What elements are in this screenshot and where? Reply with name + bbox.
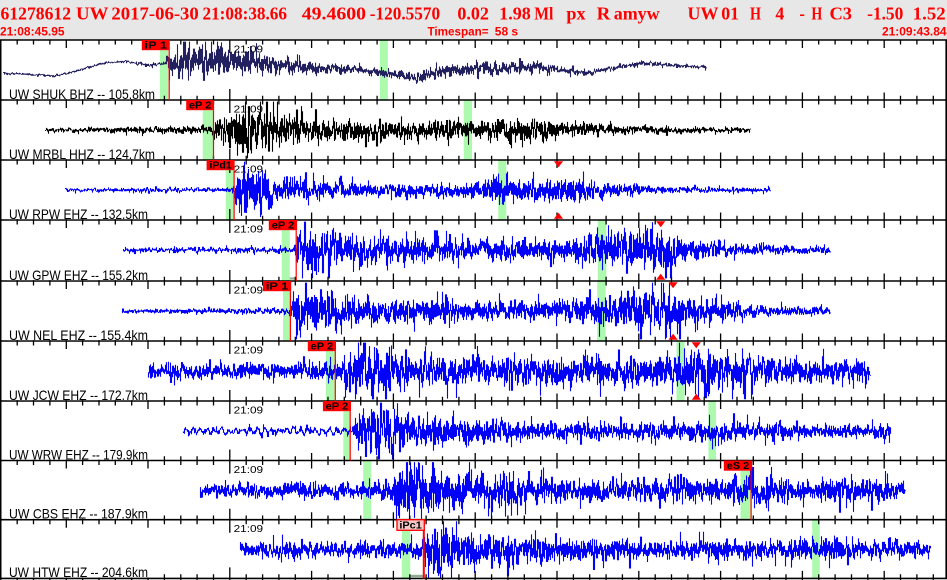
svg-text:R: R [597,3,612,23]
svg-text:1.98: 1.98 [499,3,531,23]
svg-text:49.4600: 49.4600 [302,3,366,23]
svg-text:21:09: 21:09 [234,284,264,296]
svg-text:UW HTW EHZ -- 204.6km: UW HTW EHZ -- 204.6km [9,564,148,580]
svg-text:58 s: 58 s [495,25,519,39]
svg-text:eP 2: eP 2 [326,402,349,413]
svg-text:iPc1: iPc1 [399,521,422,532]
svg-text:eP 2: eP 2 [311,342,334,353]
svg-text:21:08:38.66: 21:08:38.66 [203,3,288,23]
svg-text:21:09: 21:09 [234,103,264,115]
svg-text:px: px [566,3,585,23]
svg-text:21:09:43.84: 21:09:43.84 [882,25,947,39]
svg-text:UW SHUK BHZ -- 105.8km: UW SHUK BHZ -- 105.8km [9,86,155,102]
svg-text:H: H [811,3,822,23]
svg-text:21:09: 21:09 [234,523,264,535]
svg-text:2017-06-30: 2017-06-30 [111,3,198,23]
svg-text:eP 2: eP 2 [189,101,212,112]
svg-text:UW: UW [688,3,719,23]
svg-text:UW NEL EHZ -- 155.4km: UW NEL EHZ -- 155.4km [9,327,148,343]
svg-text:-: - [799,3,805,23]
svg-text:21:08:45.95: 21:08:45.95 [0,25,65,39]
svg-text:21:09: 21:09 [234,464,264,476]
svg-text:21:09: 21:09 [234,163,264,175]
svg-text:21:09: 21:09 [234,223,264,235]
svg-text:UW JCW EHZ -- 172.7km: UW JCW EHZ -- 172.7km [9,387,148,403]
svg-text:Timespan=: Timespan= [428,25,489,39]
svg-text:UW: UW [76,3,108,23]
svg-text:UW WRW EHZ -- 179.9km: UW WRW EHZ -- 179.9km [9,446,148,462]
svg-text:UW GPW EHZ -- 155.2km: UW GPW EHZ -- 155.2km [9,267,148,283]
svg-text:1.52: 1.52 [913,3,946,23]
svg-text:eP 2: eP 2 [272,221,295,232]
svg-text:amyw: amyw [614,3,660,23]
svg-text:0.02: 0.02 [457,3,489,23]
svg-text:21:09: 21:09 [234,43,264,55]
svg-text:-1.50: -1.50 [867,3,903,23]
svg-text:iP 1: iP 1 [145,41,168,52]
svg-text:iPd1: iPd1 [209,161,232,172]
svg-text:4: 4 [775,3,784,23]
svg-text:eS 2: eS 2 [727,461,750,472]
svg-text:-120.5570: -120.5570 [370,3,440,23]
svg-text:H: H [750,3,761,23]
svg-text:iP 1: iP 1 [266,282,289,293]
svg-text:UW RPW EHZ -- 132.5km: UW RPW EHZ -- 132.5km [9,206,148,222]
svg-text:UW CBS EHZ -- 187.9km: UW CBS EHZ -- 187.9km [9,506,148,522]
svg-text:21:09: 21:09 [234,344,264,356]
svg-text:21:09: 21:09 [234,404,264,416]
svg-text:01: 01 [721,3,739,23]
svg-text:UW MRBL HHZ -- 124.7km: UW MRBL HHZ -- 124.7km [9,146,155,162]
svg-text:C3: C3 [830,3,853,23]
svg-text:61278612: 61278612 [1,3,72,23]
svg-text:Ml: Ml [534,3,553,23]
